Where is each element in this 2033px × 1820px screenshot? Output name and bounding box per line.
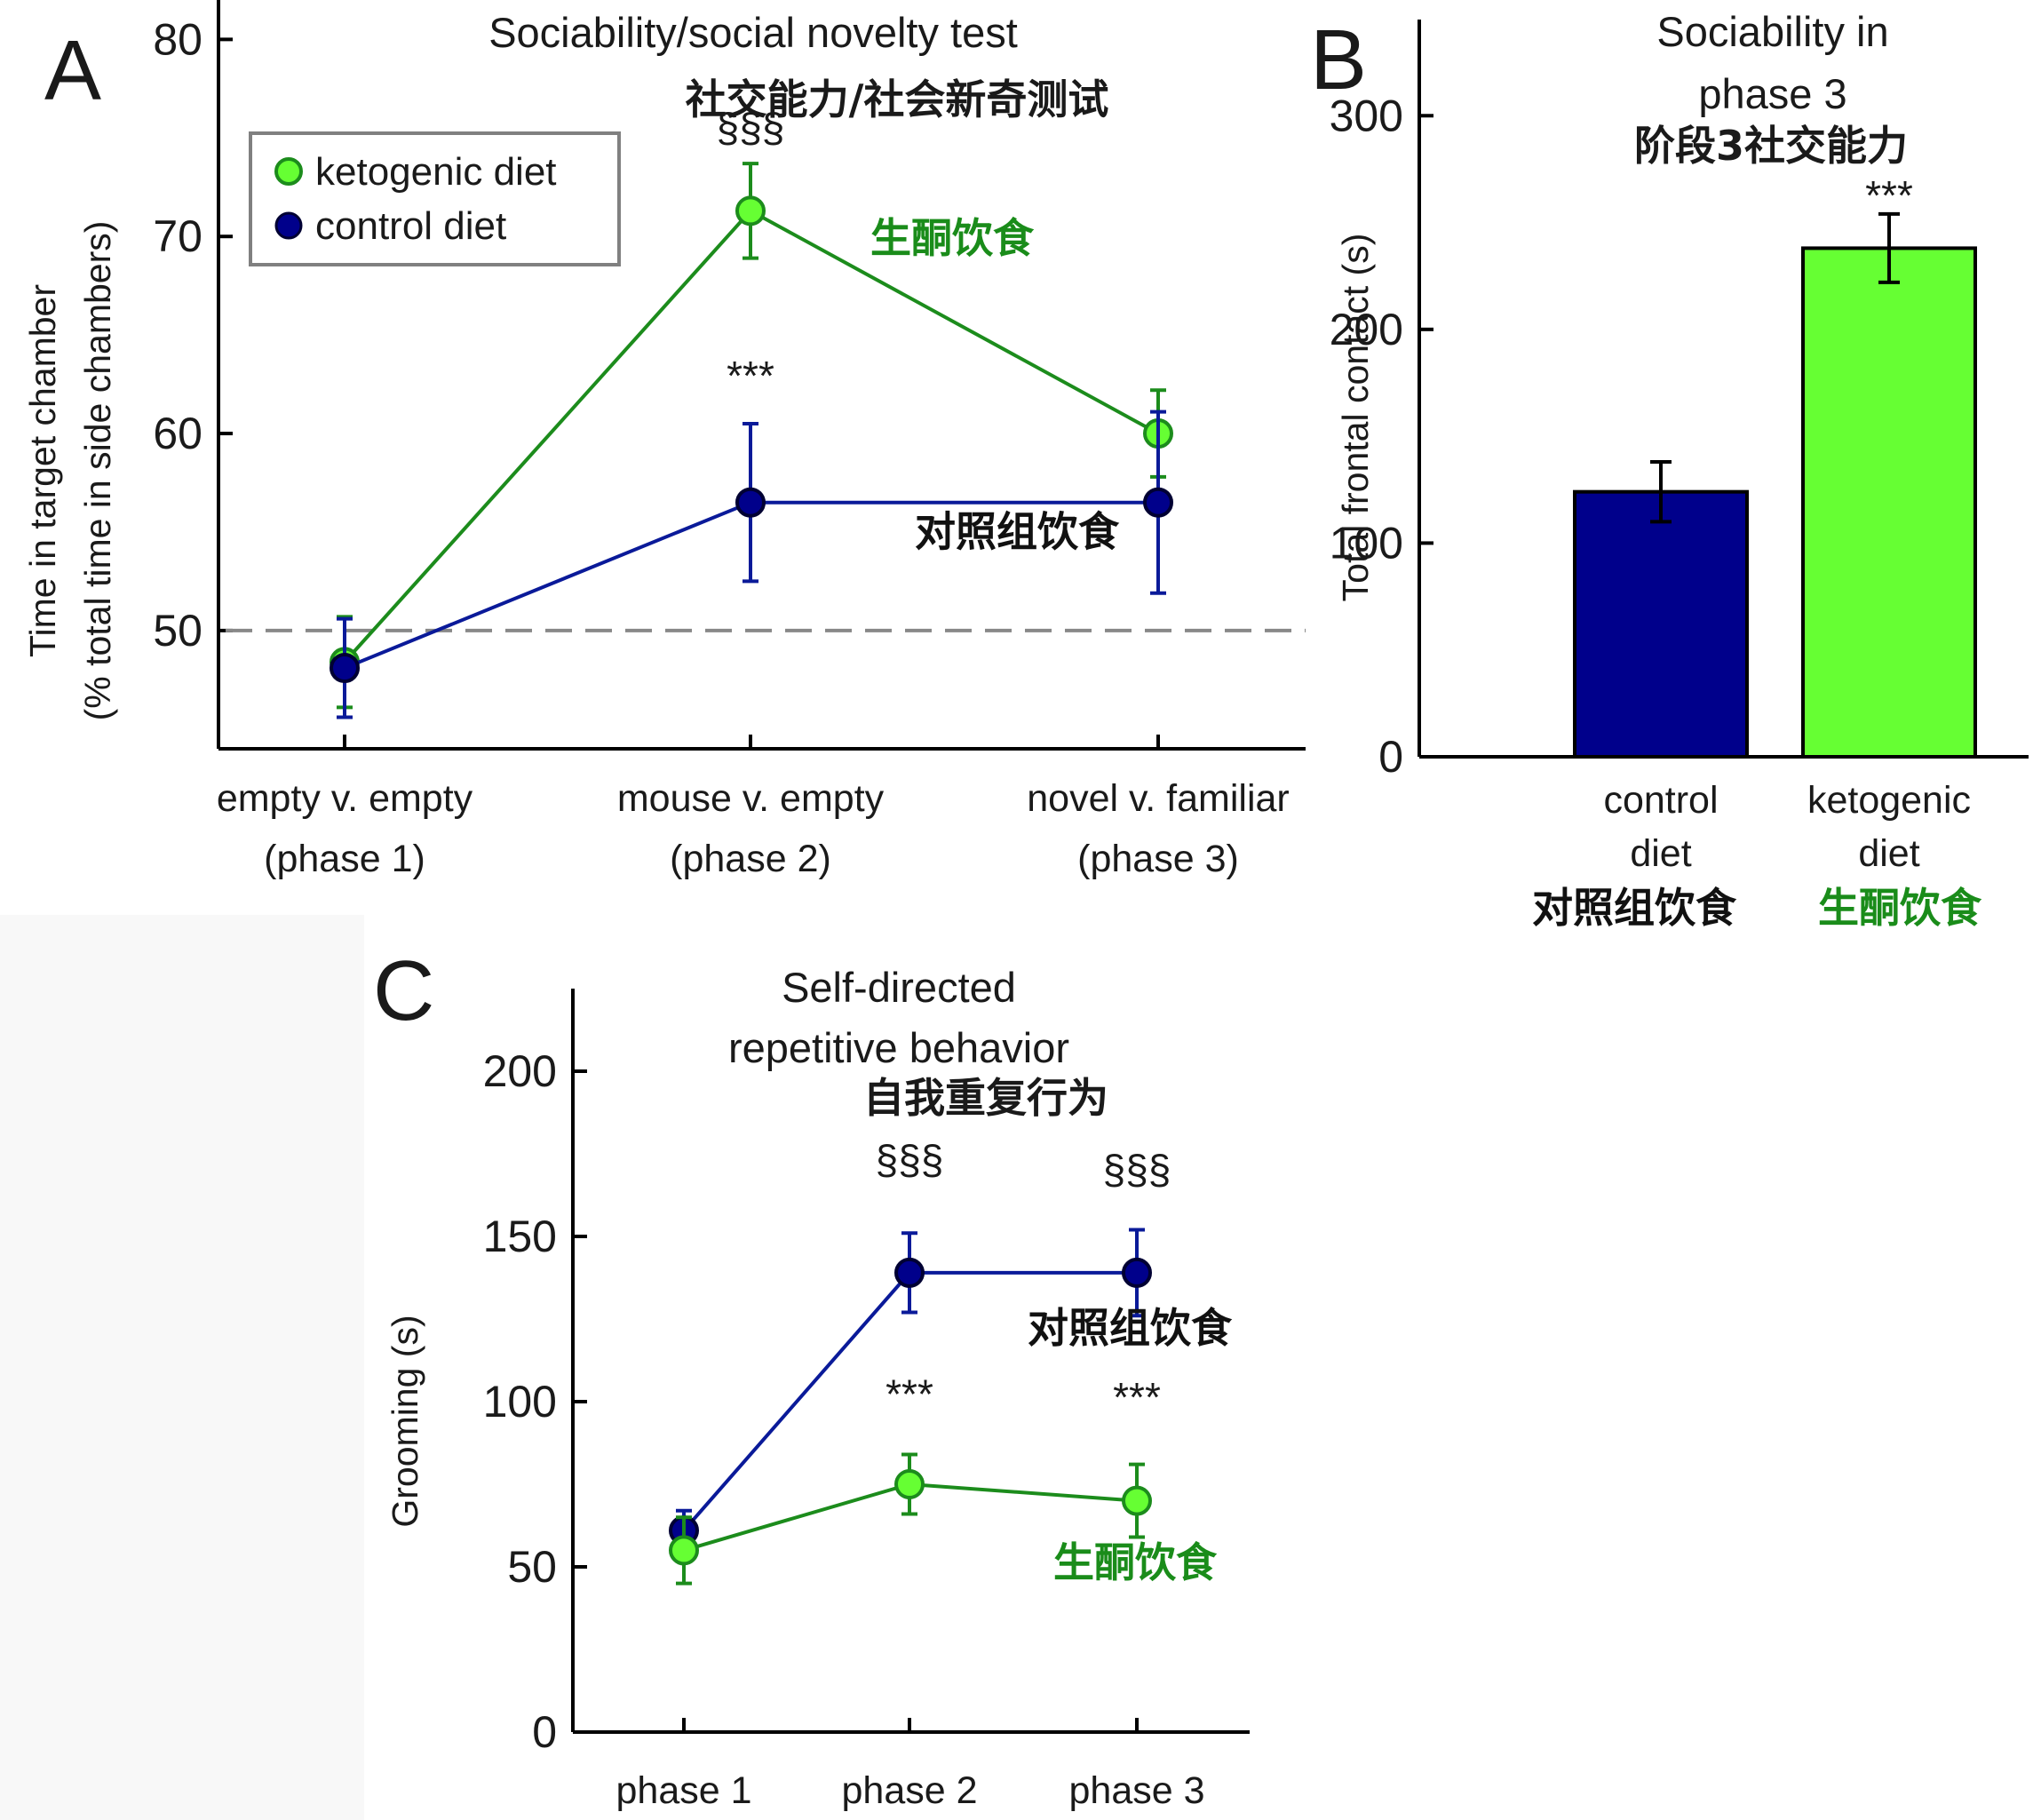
y-tick-label: 80 xyxy=(153,14,203,64)
y-tick-label: 100 xyxy=(483,1377,557,1427)
data-point-ketogenic xyxy=(1122,1485,1152,1516)
x-category-label: novel v. familiar xyxy=(1027,777,1290,820)
x-category-sublabel: diet xyxy=(1630,832,1691,875)
panel-b-title-2: phase 3 xyxy=(1698,70,1846,117)
series-label-cn-control: 对照组饮食 xyxy=(915,508,1120,556)
panel-a: A Sociability/social novelty test 社交能力/社… xyxy=(22,0,1306,880)
x-category-sublabel: (phase 1) xyxy=(264,838,425,880)
y-tick-label: 50 xyxy=(153,606,203,656)
legend-label-control: control diet xyxy=(315,204,506,248)
x-category-label: phase 3 xyxy=(1068,1769,1204,1812)
y-tick-label: 50 xyxy=(507,1542,557,1592)
panel-label-b: B xyxy=(1310,12,1367,107)
panel-b-axes: 0 100 200 300 control diet 对照组饮食 ketogenic diet 生… xyxy=(1330,20,2029,932)
x-category-label: phase 2 xyxy=(841,1769,977,1812)
y-tick-label: 100 xyxy=(1330,518,1403,568)
panel-c-title: Self-directed xyxy=(782,964,1016,1011)
series-label-cn-control: 对照组饮食 xyxy=(1028,1304,1233,1352)
panel-c-title-cn: 自我重复行为 xyxy=(863,1074,1108,1122)
y-tick-label: 150 xyxy=(483,1212,557,1261)
panel-a-title-cn: 社交能力/社会新奇测试 xyxy=(686,76,1109,123)
panel-c-ylabel: Grooming (s) xyxy=(385,1315,425,1527)
x-category-label: phase 1 xyxy=(615,1769,751,1812)
background-shade xyxy=(0,915,364,1820)
panel-b-ylabel: Total frontal contact (s) xyxy=(1335,234,1376,602)
significance-marker: §§§ xyxy=(1103,1146,1171,1192)
series-label-cn-ketogenic: 生酮饮食 xyxy=(870,214,1035,262)
data-point-control xyxy=(894,1257,925,1288)
data-point-control xyxy=(330,653,360,684)
x-category-label: ketogenic xyxy=(1807,779,1971,822)
significance-marker: *** xyxy=(885,1371,933,1417)
y-tick-label: 300 xyxy=(1330,91,1403,140)
data-point-ketogenic xyxy=(894,1469,925,1499)
y-tick-label: 200 xyxy=(483,1046,557,1096)
panel-c-axes: 0 50 100 150 200 phase 1 phase 2 phase 3 xyxy=(483,989,1250,1812)
panel-a-y-axis-label: Time in target chamber (% total time in … xyxy=(22,221,118,721)
data-point-control xyxy=(1122,1257,1152,1288)
bar-control xyxy=(1573,489,1749,759)
x-category-label-cn: 对照组饮食 xyxy=(1532,884,1737,932)
legend-label-ketogenic: ketogenic diet xyxy=(315,150,557,194)
legend-marker-ketogenic xyxy=(274,157,303,186)
significance-marker: *** xyxy=(1113,1374,1161,1420)
series-label-cn-ketogenic: 生酮饮食 xyxy=(1053,1538,1218,1586)
y-tick-label: 0 xyxy=(532,1707,557,1757)
panel-c-title-2: repetitive behavior xyxy=(728,1024,1069,1071)
panel-label-a: A xyxy=(44,23,101,118)
significance-marker: *** xyxy=(727,353,774,399)
x-category-label: mouse v. empty xyxy=(617,777,885,820)
y-tick-label: 70 xyxy=(153,211,203,261)
panel-c: C Self-directed repetitive behavior 自我重复… xyxy=(373,943,1250,1812)
panel-a-ylabel-2: (% total time in side chambers) xyxy=(77,221,118,721)
x-category-sublabel: diet xyxy=(1858,832,1919,875)
x-category-label-cn: 生酮饮食 xyxy=(1818,884,1982,932)
legend-marker-control xyxy=(274,211,303,240)
panel-b-plot: *** xyxy=(1573,172,1977,759)
panel-a-axes: 50 60 70 80 empty v. empty (phase 1) mouse v. … xyxy=(153,0,1306,880)
data-point-control xyxy=(1143,487,1173,518)
x-category-sublabel: (phase 2) xyxy=(670,838,831,880)
x-category-sublabel: (phase 3) xyxy=(1077,838,1239,880)
panel-b-y-axis-label: Total frontal contact (s) xyxy=(1335,234,1376,602)
panel-b: B Sociability in phase 3 阶段3社交能力 Total f… xyxy=(1310,8,2029,932)
significance-marker: §§§ xyxy=(717,105,785,151)
panel-b-title: Sociability in xyxy=(1656,8,1888,55)
panel-a-ylabel: Time in target chamber xyxy=(22,284,63,657)
data-point-ketogenic xyxy=(669,1535,699,1566)
panel-a-title: Sociability/social novelty test xyxy=(488,9,1018,56)
x-category-label: empty v. empty xyxy=(217,777,473,820)
bar-ketogenic xyxy=(1801,246,1977,759)
panel-b-title-cn: 阶段3社交能力 xyxy=(1634,122,1908,170)
significance-marker: *** xyxy=(1865,172,1913,219)
y-tick-label: 60 xyxy=(153,409,203,458)
significance-marker: §§§ xyxy=(876,1136,944,1182)
y-tick-label: 0 xyxy=(1378,732,1403,782)
data-point-ketogenic xyxy=(735,195,766,227)
legend-box xyxy=(249,131,621,266)
panel-a-legend: ketogenic diet control diet xyxy=(249,131,621,266)
data-point-control xyxy=(735,487,766,518)
panel-c-y-axis-label: Grooming (s) xyxy=(385,1315,425,1527)
x-category-label: control xyxy=(1603,779,1718,822)
panel-label-c: C xyxy=(373,943,434,1038)
y-tick-label: 200 xyxy=(1330,305,1403,354)
